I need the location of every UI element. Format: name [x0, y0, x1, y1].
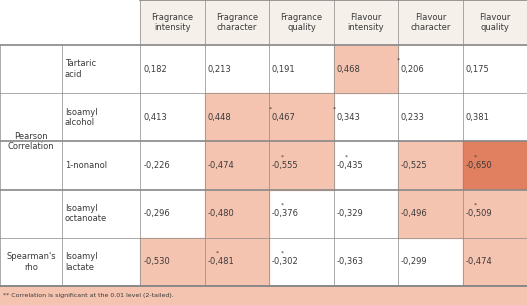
- Text: 0,467: 0,467: [272, 113, 296, 122]
- Text: 1-nonanol: 1-nonanol: [65, 161, 107, 170]
- Text: Spearman's
rho: Spearman's rho: [6, 252, 56, 272]
- Text: -0,302: -0,302: [272, 257, 299, 267]
- Text: -0,299: -0,299: [401, 257, 427, 267]
- Text: 0,233: 0,233: [401, 113, 425, 122]
- Text: -0,474: -0,474: [208, 161, 235, 170]
- Text: Pearson
Correlation: Pearson Correlation: [8, 132, 54, 151]
- Text: -0,509: -0,509: [465, 209, 492, 218]
- Text: 0,206: 0,206: [401, 65, 425, 74]
- Bar: [205, 142, 269, 190]
- Text: *: *: [345, 154, 348, 159]
- Text: *: *: [474, 203, 477, 208]
- Bar: [398, 142, 463, 190]
- Bar: [463, 238, 527, 286]
- Text: *: *: [397, 58, 401, 63]
- Text: -0,226: -0,226: [143, 161, 170, 170]
- Text: Flavour
quality: Flavour quality: [479, 13, 511, 32]
- Bar: [205, 190, 269, 238]
- Bar: [269, 142, 334, 190]
- Bar: [463, 142, 527, 190]
- Bar: [205, 238, 269, 286]
- Text: Isoamyl
alcohol: Isoamyl alcohol: [65, 108, 97, 127]
- Text: Fragrance
quality: Fragrance quality: [280, 13, 323, 32]
- Text: 0,381: 0,381: [465, 113, 489, 122]
- Text: -0,480: -0,480: [208, 209, 235, 218]
- Text: 0,213: 0,213: [208, 65, 231, 74]
- Bar: [205, 93, 269, 142]
- Text: *: *: [280, 251, 284, 256]
- Text: -0,525: -0,525: [401, 161, 427, 170]
- Text: *: *: [216, 251, 219, 256]
- Text: *: *: [268, 106, 271, 111]
- Bar: [398, 190, 463, 238]
- Text: -0,496: -0,496: [401, 209, 427, 218]
- Text: -0,329: -0,329: [336, 209, 363, 218]
- Text: 0,343: 0,343: [336, 113, 360, 122]
- Text: Fragrance
intensity: Fragrance intensity: [152, 13, 194, 32]
- Text: *: *: [474, 154, 477, 159]
- Text: -0,296: -0,296: [143, 209, 170, 218]
- Bar: [141, 238, 205, 286]
- Text: Tartaric
acid: Tartaric acid: [65, 59, 96, 79]
- Bar: [269, 93, 334, 142]
- Text: -0,530: -0,530: [143, 257, 170, 267]
- Text: Isoamyl
lactate: Isoamyl lactate: [65, 252, 97, 272]
- Text: 0,175: 0,175: [465, 65, 489, 74]
- Text: -0,363: -0,363: [336, 257, 363, 267]
- Text: Isoamyl
octanoate: Isoamyl octanoate: [65, 204, 107, 224]
- Text: -0,474: -0,474: [465, 257, 492, 267]
- Text: *: *: [280, 154, 284, 159]
- Text: 0,448: 0,448: [208, 113, 231, 122]
- Text: ** Correlation is significant at the 0.01 level (2-tailed).: ** Correlation is significant at the 0.0…: [3, 293, 173, 298]
- Text: Flavour
intensity: Flavour intensity: [348, 13, 384, 32]
- Text: -0,435: -0,435: [336, 161, 363, 170]
- Bar: [463, 190, 527, 238]
- Bar: [141, 0, 527, 45]
- Text: -0,555: -0,555: [272, 161, 299, 170]
- Text: *: *: [333, 106, 336, 111]
- Bar: [0, 286, 527, 305]
- Text: -0,481: -0,481: [208, 257, 235, 267]
- Text: 0,182: 0,182: [143, 65, 167, 74]
- Bar: [334, 45, 398, 93]
- Text: Flavour
character: Flavour character: [410, 13, 451, 32]
- Text: -0,650: -0,650: [465, 161, 492, 170]
- Text: Fragrance
character: Fragrance character: [216, 13, 258, 32]
- Text: 0,413: 0,413: [143, 113, 167, 122]
- Text: -0,376: -0,376: [272, 209, 299, 218]
- Text: 0,468: 0,468: [336, 65, 360, 74]
- Text: 0,191: 0,191: [272, 65, 296, 74]
- Text: *: *: [280, 203, 284, 208]
